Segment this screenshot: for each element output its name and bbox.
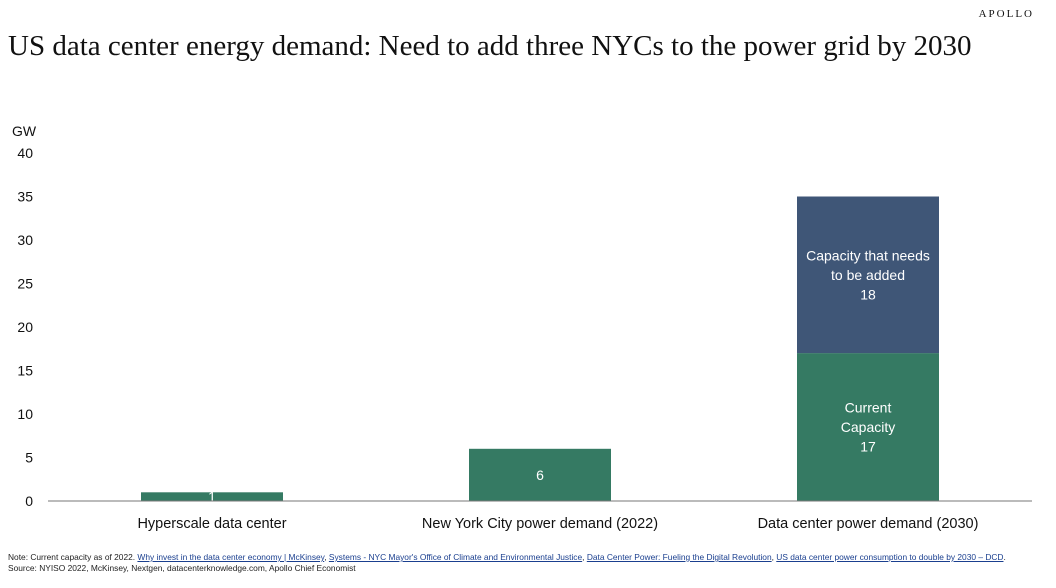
bar-value-label-line: 1 (208, 489, 216, 505)
note-link-data-center-power[interactable]: Data Center Power: Fueling the Digital R… (586, 552, 772, 562)
y-tick-label: 35 (17, 189, 33, 205)
note-prefix: Note: Current capacity as of 2022. (8, 552, 138, 562)
y-tick-label: 15 (17, 363, 33, 379)
bar-value-label: 1 (208, 489, 216, 505)
note-link-mckinsey[interactable]: Why invest in the data center economy | … (137, 552, 325, 562)
y-tick-label: 10 (17, 406, 33, 422)
bar-segment (797, 353, 939, 501)
y-tick-label: 20 (17, 319, 33, 335)
chart-title: US data center energy demand: Need to ad… (8, 30, 972, 62)
y-tick-label: 30 (17, 232, 33, 248)
y-tick-label: 25 (17, 276, 33, 292)
bar-value-label: 6 (536, 467, 544, 483)
note-link-nyc-mayor[interactable]: Systems - NYC Mayor's Office of Climate … (328, 552, 583, 562)
bar-segment (141, 492, 283, 501)
bar-value-label: Capacity that needs to be added 18 (806, 247, 930, 302)
note-source: . Source: NYISO 2022, McKinsey, Nextgen,… (8, 552, 1006, 573)
y-axis-label: GW (12, 123, 37, 139)
bar-value-label-line: to be added (831, 267, 905, 283)
y-tick-label: 5 (25, 450, 33, 466)
x-category-label: New York City power demand (2022) (422, 516, 658, 532)
bar-value-label-line: 6 (536, 467, 544, 483)
bar-value-label-line: Capacity (841, 419, 895, 435)
y-tick-label: 0 (25, 493, 33, 509)
x-category-label: Data center power demand (2030) (758, 516, 979, 532)
bar-segment (797, 196, 939, 354)
bar-value-label-line: 17 (860, 439, 876, 455)
bar-value-label-line: Current (845, 400, 892, 416)
bar-segment (469, 448, 611, 501)
bar-chart: GW 0 5 10 15 20 25 30 35 40 1 Hyperscale data cente… (12, 123, 1032, 532)
bar-value-label-line: Capacity that needs (806, 247, 930, 263)
footnote: Note: Current capacity as of 2022. Why i… (8, 552, 1006, 573)
bar-value-label: Current Capacity 17 (841, 400, 895, 455)
note-link-dcd[interactable]: US data center power consumption to doub… (776, 552, 1004, 562)
bar-value-label-line: 18 (860, 286, 876, 302)
x-category-label: Hyperscale data center (137, 516, 286, 532)
apollo-logo: APOLLO (978, 8, 1034, 20)
y-tick-label: 40 (17, 145, 33, 161)
